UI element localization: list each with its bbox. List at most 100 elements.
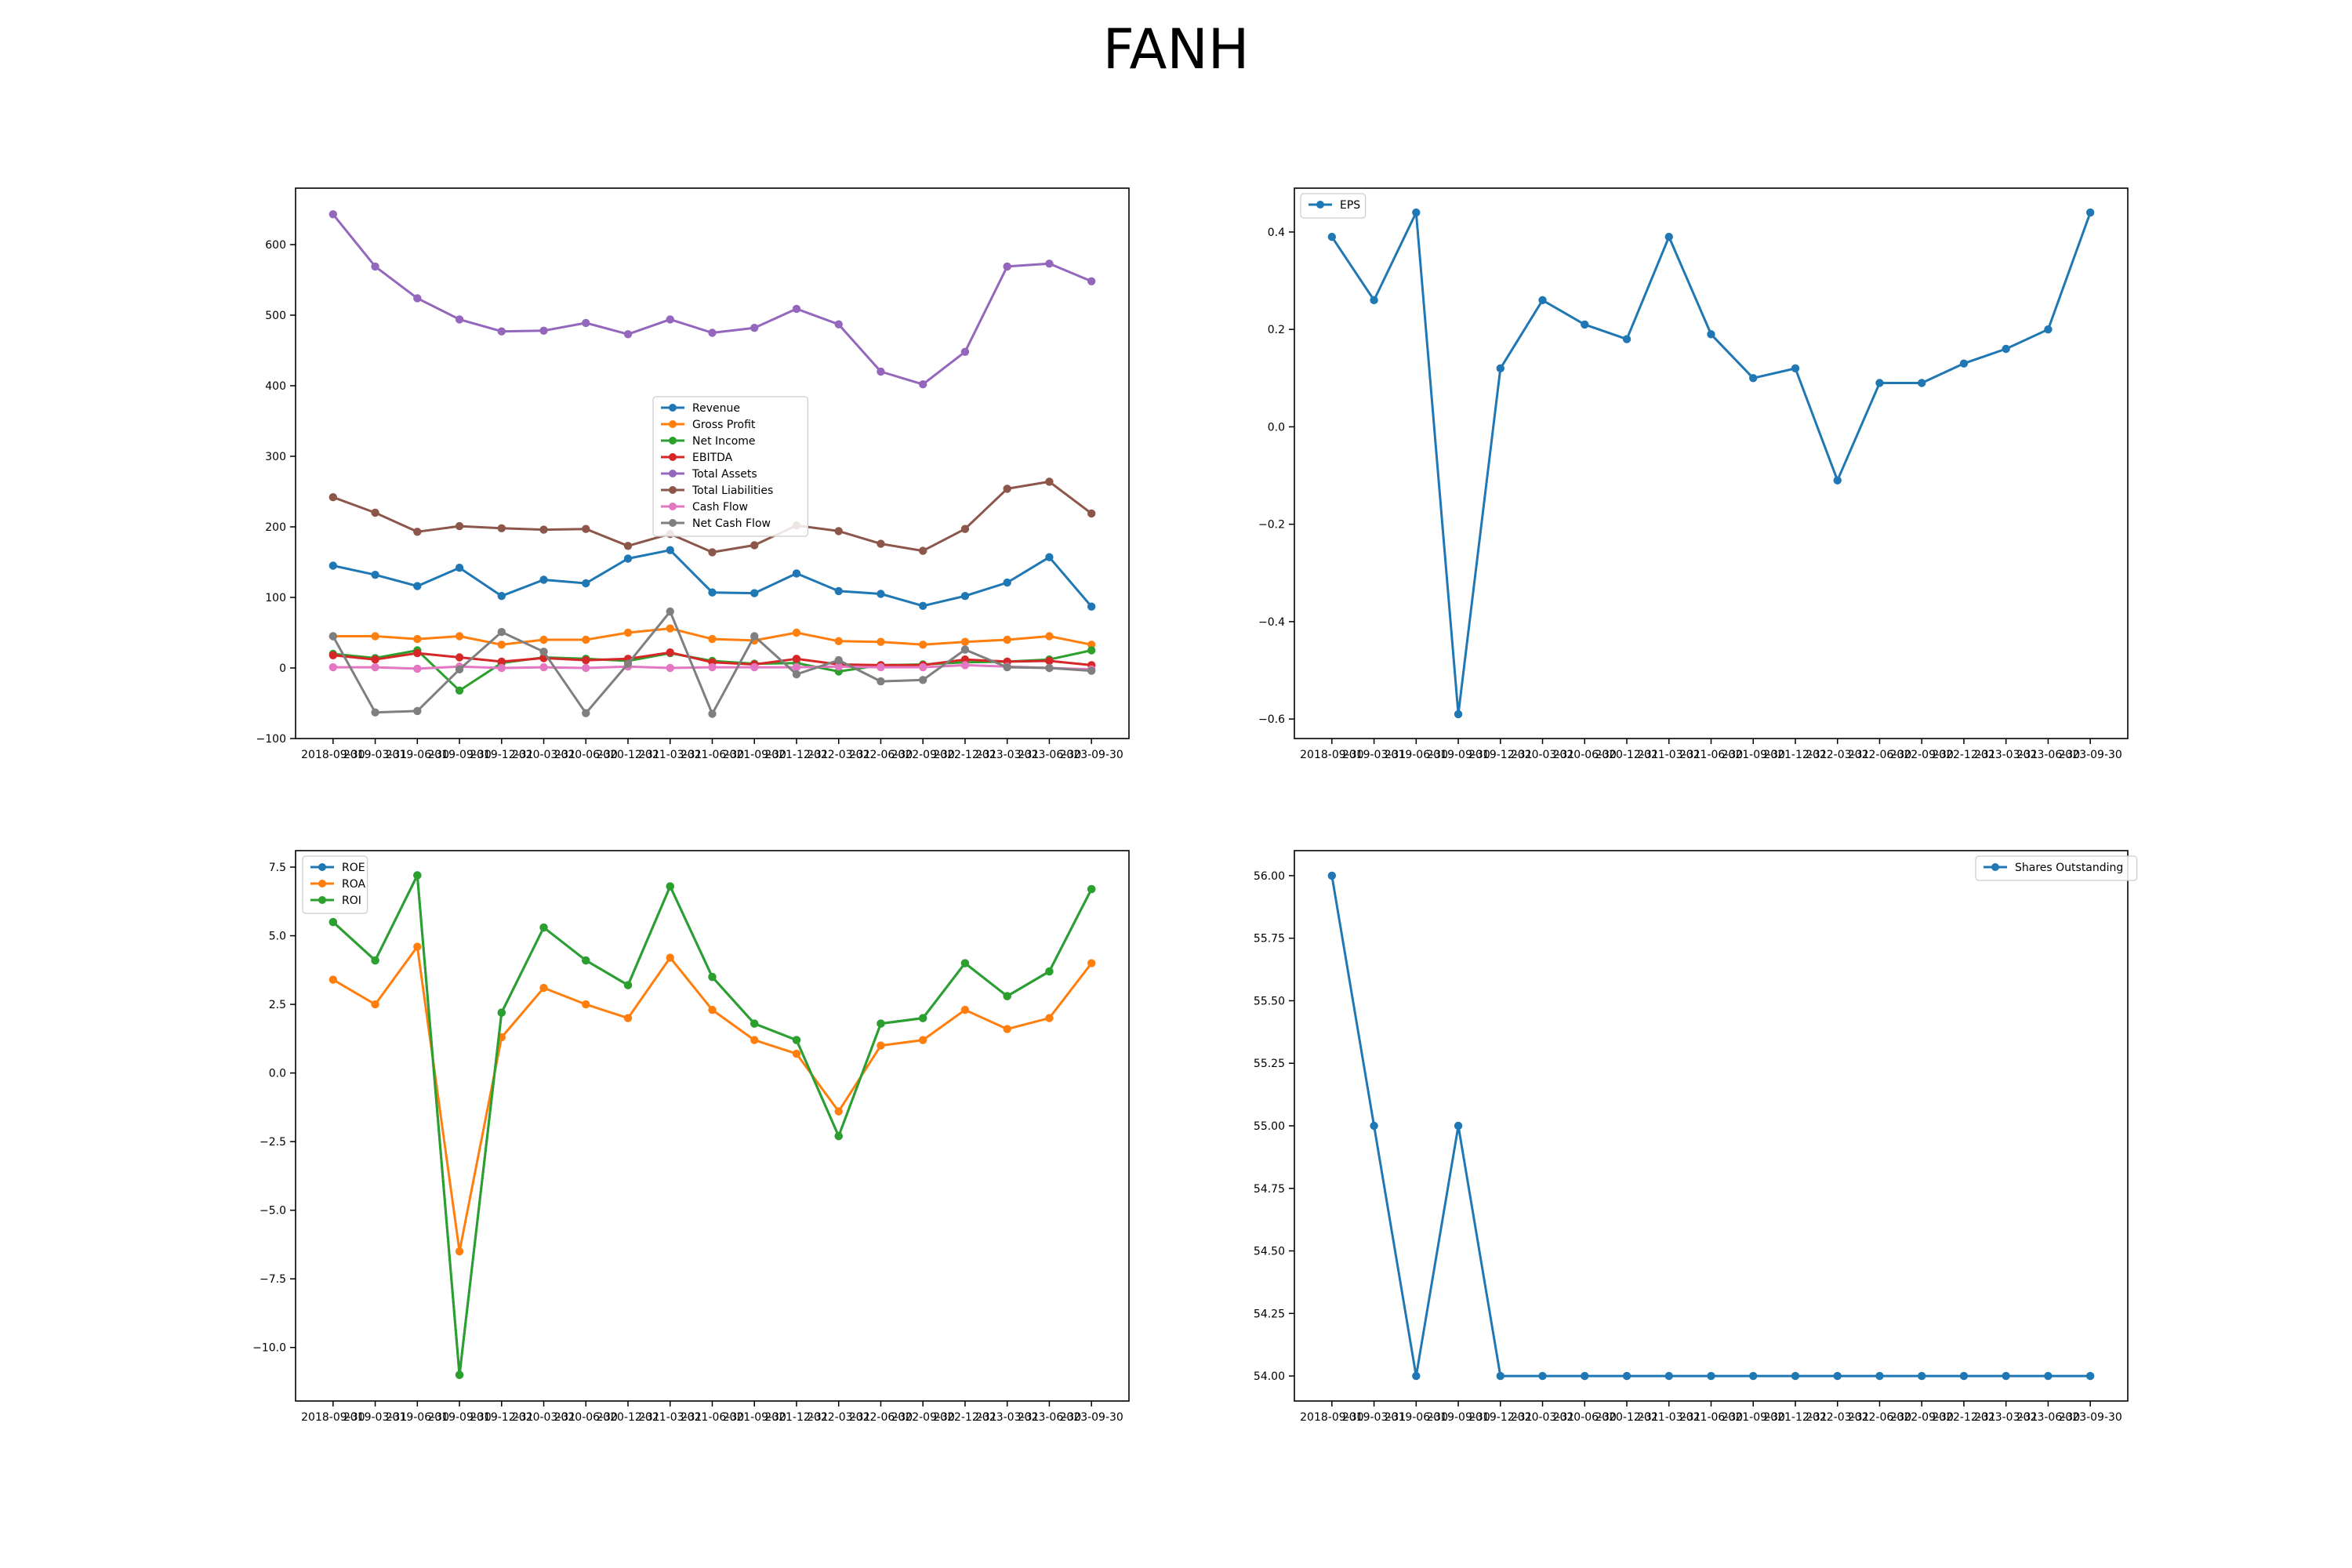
data-point bbox=[666, 608, 674, 615]
data-point bbox=[456, 653, 463, 661]
data-point bbox=[582, 579, 590, 587]
data-point bbox=[793, 670, 800, 678]
series-eps bbox=[1328, 209, 2095, 718]
series-line bbox=[333, 947, 1091, 1252]
data-point bbox=[498, 641, 506, 648]
data-point bbox=[1045, 477, 1053, 485]
data-point bbox=[793, 569, 800, 577]
x-axis: 2018-09-302019-03-312019-06-302019-09-30… bbox=[301, 739, 1123, 761]
data-point bbox=[498, 664, 506, 672]
data-point bbox=[1370, 296, 1377, 304]
y-axis: −10.0−7.5−5.0−2.50.02.55.07.5 bbox=[252, 862, 296, 1355]
data-point bbox=[793, 655, 800, 662]
data-point bbox=[793, 629, 800, 637]
data-point bbox=[1875, 1372, 1883, 1380]
y-tick-label: 0.0 bbox=[269, 1068, 286, 1080]
y-tick-label: 54.25 bbox=[1254, 1308, 1285, 1320]
data-point bbox=[329, 663, 337, 671]
data-point bbox=[919, 1036, 927, 1044]
data-point bbox=[1087, 885, 1095, 893]
x-tick-label: 2023-09-30 bbox=[1059, 1411, 1123, 1424]
data-point bbox=[1960, 1372, 1968, 1380]
legend-label: Net Cash Flow bbox=[692, 517, 771, 530]
data-point bbox=[1412, 209, 1420, 216]
data-point bbox=[961, 592, 969, 600]
y-axis: −1000100200300400500600 bbox=[256, 239, 296, 746]
data-point bbox=[877, 1041, 884, 1049]
series-roa bbox=[329, 942, 1096, 1255]
data-point bbox=[666, 953, 674, 961]
data-point bbox=[413, 528, 421, 535]
data-point bbox=[456, 687, 463, 695]
data-point bbox=[582, 656, 590, 664]
data-point bbox=[582, 636, 590, 644]
data-point bbox=[919, 602, 927, 610]
data-point bbox=[2044, 1372, 2052, 1380]
data-point bbox=[1791, 1372, 1799, 1380]
data-point bbox=[498, 628, 506, 636]
data-point bbox=[539, 636, 547, 644]
series-line bbox=[1332, 212, 2090, 714]
data-point bbox=[835, 1107, 843, 1115]
legend-marker bbox=[669, 486, 677, 494]
y-axis: 54.00 54.25 54.50 54.75 55.00 55.25 55.50 55.75… bbox=[1254, 870, 1294, 1383]
data-point bbox=[624, 330, 632, 338]
y-tick-label: 2.5 bbox=[269, 999, 286, 1011]
data-point bbox=[539, 648, 547, 655]
data-point bbox=[835, 527, 843, 535]
legend-marker bbox=[1991, 863, 1999, 871]
chart-2: −0.6 −0.4 −0.2 0.0 0.2 0.4 2018-09-302019-03-3… bbox=[1258, 188, 2128, 761]
data-point bbox=[582, 525, 590, 533]
data-point bbox=[877, 638, 884, 646]
data-point bbox=[708, 589, 716, 597]
legend: Shares Outstanding bbox=[1976, 856, 2137, 880]
data-point bbox=[961, 959, 969, 967]
data-point bbox=[919, 663, 927, 671]
data-point bbox=[498, 592, 506, 600]
y-tick-label: 54.75 bbox=[1254, 1183, 1285, 1196]
data-point bbox=[793, 663, 800, 671]
legend-marker bbox=[318, 896, 326, 904]
data-point bbox=[877, 663, 884, 671]
legend-label: Total Liabilities bbox=[691, 485, 773, 497]
data-point bbox=[2002, 1372, 2009, 1380]
data-point bbox=[1749, 1372, 1757, 1380]
data-point bbox=[539, 924, 547, 931]
data-point bbox=[708, 1006, 716, 1014]
data-point bbox=[539, 525, 547, 533]
data-point bbox=[1003, 485, 1011, 492]
data-point bbox=[582, 1000, 590, 1008]
data-point bbox=[919, 380, 927, 388]
data-point bbox=[835, 321, 843, 328]
data-point bbox=[877, 677, 884, 685]
legend-marker bbox=[669, 503, 677, 510]
data-point bbox=[456, 522, 463, 530]
data-point bbox=[1003, 636, 1011, 644]
data-point bbox=[498, 1008, 506, 1016]
data-point bbox=[329, 493, 337, 501]
data-point bbox=[666, 648, 674, 656]
series-gross-profit bbox=[329, 624, 1096, 648]
data-point bbox=[371, 509, 379, 517]
legend-label: EPS bbox=[1340, 199, 1360, 212]
legend-marker bbox=[669, 404, 677, 412]
legend-label: Cash Flow bbox=[692, 501, 748, 514]
data-point bbox=[2002, 345, 2009, 353]
data-point bbox=[371, 1000, 379, 1008]
y-tick-label: −0.2 bbox=[1258, 519, 1285, 532]
legend-label: EBITDA bbox=[692, 452, 733, 464]
x-tick-label: 2023-09-30 bbox=[2058, 1411, 2122, 1424]
series-line bbox=[333, 876, 1091, 1375]
data-point bbox=[835, 1132, 843, 1140]
data-point bbox=[1370, 1122, 1377, 1130]
data-point bbox=[456, 564, 463, 572]
data-point bbox=[413, 871, 421, 879]
data-point bbox=[919, 546, 927, 554]
data-point bbox=[877, 1019, 884, 1027]
series-total-assets bbox=[329, 210, 1096, 388]
data-point bbox=[498, 524, 506, 532]
data-point bbox=[750, 663, 758, 671]
data-point bbox=[582, 664, 590, 672]
data-point bbox=[1412, 1372, 1420, 1380]
